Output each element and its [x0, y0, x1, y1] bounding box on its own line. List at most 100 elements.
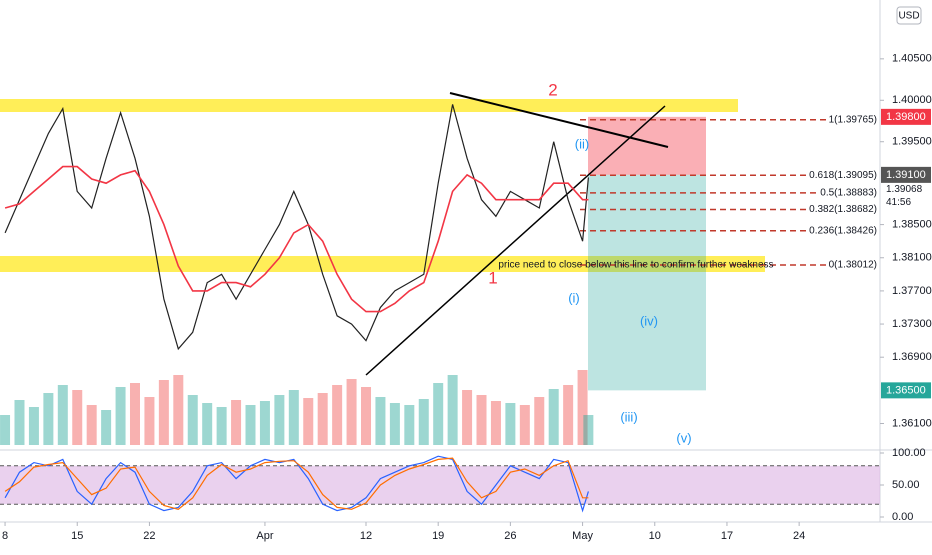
volume-bar — [259, 401, 270, 445]
wave-label: 2 — [548, 80, 557, 99]
y-tick-label: 1.37700 — [892, 285, 932, 297]
volume-bar — [389, 403, 400, 445]
wave-label: (iv) — [640, 313, 658, 328]
volume-bar — [86, 405, 97, 445]
y-tick-label: 1.36100 — [892, 417, 932, 429]
countdown: 41:56 — [886, 197, 911, 208]
volume-bar — [202, 403, 213, 445]
volume-bar — [433, 383, 444, 445]
y-tick-label: 1.38500 — [892, 219, 932, 231]
fib-label-bg — [818, 187, 879, 199]
fib-label-bg — [807, 225, 879, 237]
trendline — [449, 92, 669, 148]
volume-bar — [303, 398, 314, 445]
y-tick-label: 1.39500 — [892, 136, 932, 148]
y-tick-label: 0.00 — [892, 511, 913, 523]
wave-label: (iii) — [620, 409, 637, 424]
volume-bar — [563, 385, 574, 445]
last-price: 1.39068 — [886, 184, 923, 195]
stop-zone — [588, 116, 706, 175]
x-tick-label: 8 — [2, 530, 8, 542]
wave-label: (ii) — [575, 136, 589, 151]
note: price need to close below this line to c… — [498, 260, 773, 271]
volume-bar — [577, 370, 588, 445]
target-zone — [588, 174, 706, 391]
price-badge-label: 1.39100 — [886, 169, 926, 181]
volume-bar — [115, 387, 126, 445]
x-tick-label: Apr — [256, 530, 273, 542]
currency-button[interactable] — [896, 6, 922, 25]
fib-label: 1(1.39765) — [829, 114, 877, 125]
volume-bar — [28, 407, 39, 445]
y-tick-label: 1.38100 — [892, 252, 932, 264]
x-tick-label: 12 — [360, 530, 372, 542]
volume-bar — [274, 395, 285, 445]
price-badge-label: 1.39800 — [886, 111, 926, 123]
fib-label-bg — [826, 114, 879, 126]
volume-bar — [346, 379, 357, 445]
y-tick-label: 1.36900 — [892, 351, 932, 363]
volume-bar — [0, 415, 11, 445]
volume-bar — [144, 397, 155, 445]
fib-label: 0.236(1.38426) — [809, 225, 877, 236]
fib-label: 0(1.38012) — [829, 260, 877, 271]
stoch-band — [0, 465, 880, 505]
volume-bar — [14, 400, 25, 445]
volume-bar — [173, 375, 184, 445]
volume-bar — [534, 397, 545, 445]
volume-bar — [43, 393, 54, 445]
y-tick-label: 50.00 — [892, 479, 920, 491]
volume-bar — [332, 385, 343, 445]
x-tick-label: 22 — [143, 530, 155, 542]
stoch-line — [4, 457, 589, 510]
volume-bar — [447, 375, 458, 445]
volume-bar — [129, 383, 140, 445]
fib-label-bg — [807, 169, 879, 181]
volume-bar — [583, 415, 594, 445]
stoch-line — [4, 455, 589, 513]
resistance-zone — [0, 99, 738, 112]
volume-bar — [101, 410, 112, 445]
fib-label-bg — [826, 259, 879, 271]
volume-bar — [548, 389, 559, 445]
y-tick-label: 100.00 — [892, 447, 926, 459]
volume-bar — [231, 400, 242, 445]
fib-label: 0.618(1.39095) — [809, 170, 877, 181]
wave-label: 1 — [488, 268, 497, 287]
x-tick-label: 24 — [793, 530, 805, 542]
y-tick-label: 1.40000 — [892, 94, 932, 106]
wave-label: (i) — [568, 290, 580, 305]
volume-bar — [317, 393, 328, 445]
currency[interactable]: USD — [898, 11, 919, 22]
fib-label: 0.5(1.38883) — [820, 187, 877, 198]
volume-bar — [404, 405, 415, 445]
x-tick-label: 15 — [71, 530, 83, 542]
x-tick-label: 10 — [649, 530, 661, 542]
volume-bar — [375, 397, 386, 445]
volume-bar — [505, 403, 516, 445]
x-tick-label: 19 — [432, 530, 444, 542]
volume-bar — [57, 385, 68, 445]
volume-bar — [462, 390, 473, 445]
trendline — [365, 105, 666, 376]
support-zone — [0, 256, 765, 272]
y-tick-label: 1.40500 — [892, 53, 932, 65]
wave-label: (v) — [676, 430, 691, 445]
price-line — [4, 165, 589, 313]
price-badge-label: 1.36500 — [886, 384, 926, 396]
volume-bar — [490, 401, 501, 445]
price-badge — [881, 108, 931, 125]
price-line — [4, 104, 589, 351]
volume-bar — [519, 405, 530, 445]
volume-bar — [361, 387, 372, 445]
price-badge — [881, 382, 931, 399]
volume-bar — [418, 399, 429, 445]
price-badge — [881, 166, 931, 183]
volume-bar — [245, 405, 256, 445]
volume-bar — [72, 390, 83, 445]
fib-label-bg — [807, 204, 879, 216]
volume-bar — [187, 395, 198, 445]
fib-label: 0.382(1.38682) — [809, 204, 877, 215]
volume-bar — [158, 380, 169, 445]
